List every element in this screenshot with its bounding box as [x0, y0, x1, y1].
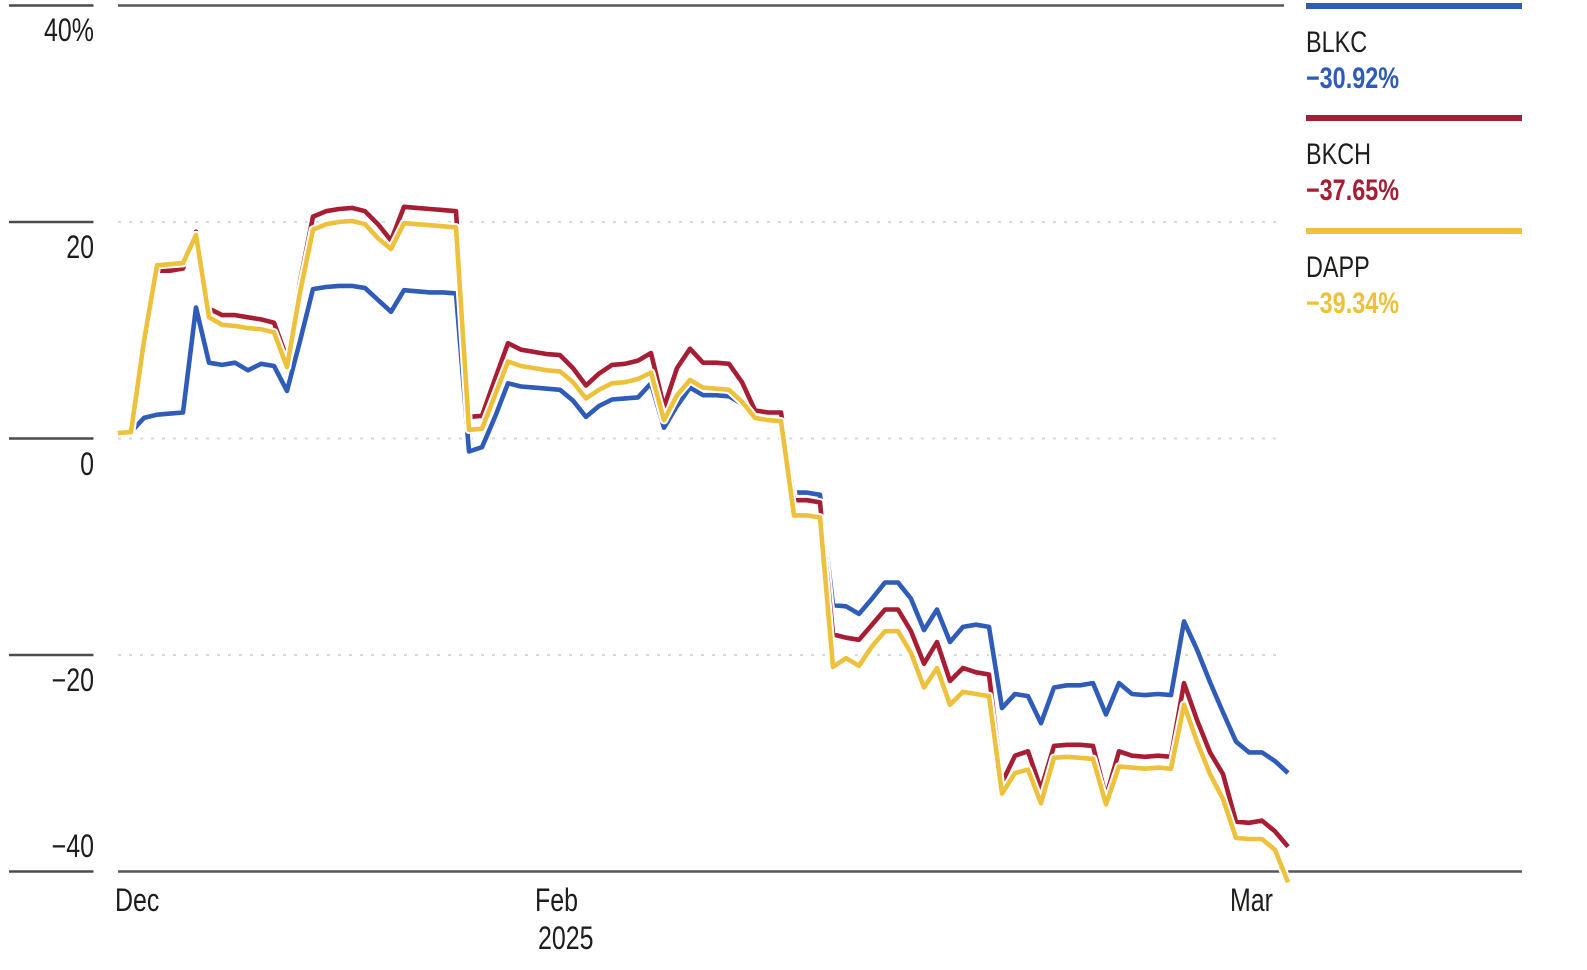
y-tick-label-neg20: −20: [51, 662, 94, 698]
legend-color-bar-bkch: [1306, 115, 1522, 121]
series-line-casing-BKCH: [117, 202, 1292, 850]
legend-ticker-blkc: BLKC: [1306, 26, 1368, 59]
y-tick-label-neg40: −40: [51, 828, 94, 864]
legend-ticker-dapp: DAPP: [1306, 251, 1370, 284]
legend-ticker-bkch: BKCH: [1306, 138, 1372, 171]
x-tick-label-feb: Feb: [535, 882, 579, 918]
legend-color-bar-dapp: [1306, 228, 1522, 234]
legend-color-bar-blkc: [1306, 3, 1522, 9]
x-tick-label-mar: Mar: [1230, 882, 1273, 918]
y-tick-label-0: 0: [80, 446, 94, 482]
y-tick-label-40: 40%: [44, 12, 94, 48]
legend-change-dapp: −39.34%: [1306, 287, 1400, 320]
series-line-DAPP[interactable]: [117, 218, 1291, 884]
series-line-BLKC[interactable]: [117, 283, 1290, 775]
chart-legend: BLKC −30.92% BKCH −37.65% DAPP −39.34%: [1306, 0, 1522, 330]
x-tick-label-year: 2025: [538, 920, 594, 956]
x-tick-label-dec: Dec: [115, 882, 160, 918]
legend-item-blkc[interactable]: BLKC −30.92%: [1306, 0, 1522, 112]
legend-item-dapp[interactable]: DAPP −39.34%: [1306, 225, 1522, 338]
legend-change-bkch: −37.65%: [1306, 174, 1400, 207]
legend-item-bkch[interactable]: BKCH −37.65%: [1306, 112, 1522, 225]
legend-change-blkc: −30.92%: [1306, 62, 1400, 95]
y-tick-label-20: 20: [66, 229, 94, 265]
series-line-BKCH[interactable]: [117, 204, 1290, 849]
